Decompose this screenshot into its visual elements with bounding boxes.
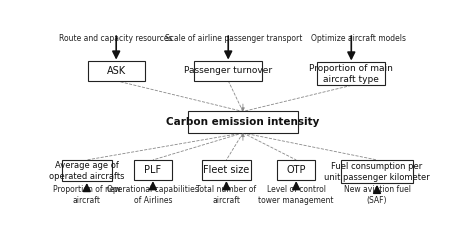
FancyBboxPatch shape: [88, 61, 145, 81]
Text: ASK: ASK: [107, 66, 126, 76]
FancyBboxPatch shape: [201, 160, 251, 180]
Text: Passenger turnover: Passenger turnover: [184, 67, 272, 76]
Text: Scale of airline passenger transport: Scale of airline passenger transport: [165, 34, 302, 43]
FancyBboxPatch shape: [341, 160, 413, 183]
Text: Proportion of main
aircraft type: Proportion of main aircraft type: [310, 64, 393, 84]
FancyBboxPatch shape: [277, 160, 316, 180]
Text: PLF: PLF: [145, 165, 162, 175]
Text: Carbon emission intensity: Carbon emission intensity: [166, 117, 319, 127]
Text: Level of control
tower management: Level of control tower management: [258, 185, 334, 205]
Text: New aviation fuel
(SAF): New aviation fuel (SAF): [344, 185, 410, 205]
Text: Fuel consumption per
unit passenger kilometer: Fuel consumption per unit passenger kilo…: [324, 162, 430, 182]
Text: Proportion of new
aircraft: Proportion of new aircraft: [53, 185, 121, 205]
Text: Average age of
operated aircrafts: Average age of operated aircrafts: [49, 161, 125, 181]
FancyBboxPatch shape: [317, 62, 385, 85]
FancyBboxPatch shape: [62, 160, 111, 181]
FancyBboxPatch shape: [194, 61, 262, 81]
Text: OTP: OTP: [286, 165, 306, 175]
FancyBboxPatch shape: [188, 112, 298, 133]
Text: Total number of
aircraft: Total number of aircraft: [196, 185, 256, 205]
FancyBboxPatch shape: [134, 160, 172, 180]
Text: Route and capacity resources: Route and capacity resources: [59, 34, 173, 43]
Text: Fleet size: Fleet size: [203, 165, 249, 175]
Text: Optimize aircraft models: Optimize aircraft models: [311, 34, 406, 43]
Text: Operational capabilities
of Airlines: Operational capabilities of Airlines: [107, 185, 199, 205]
